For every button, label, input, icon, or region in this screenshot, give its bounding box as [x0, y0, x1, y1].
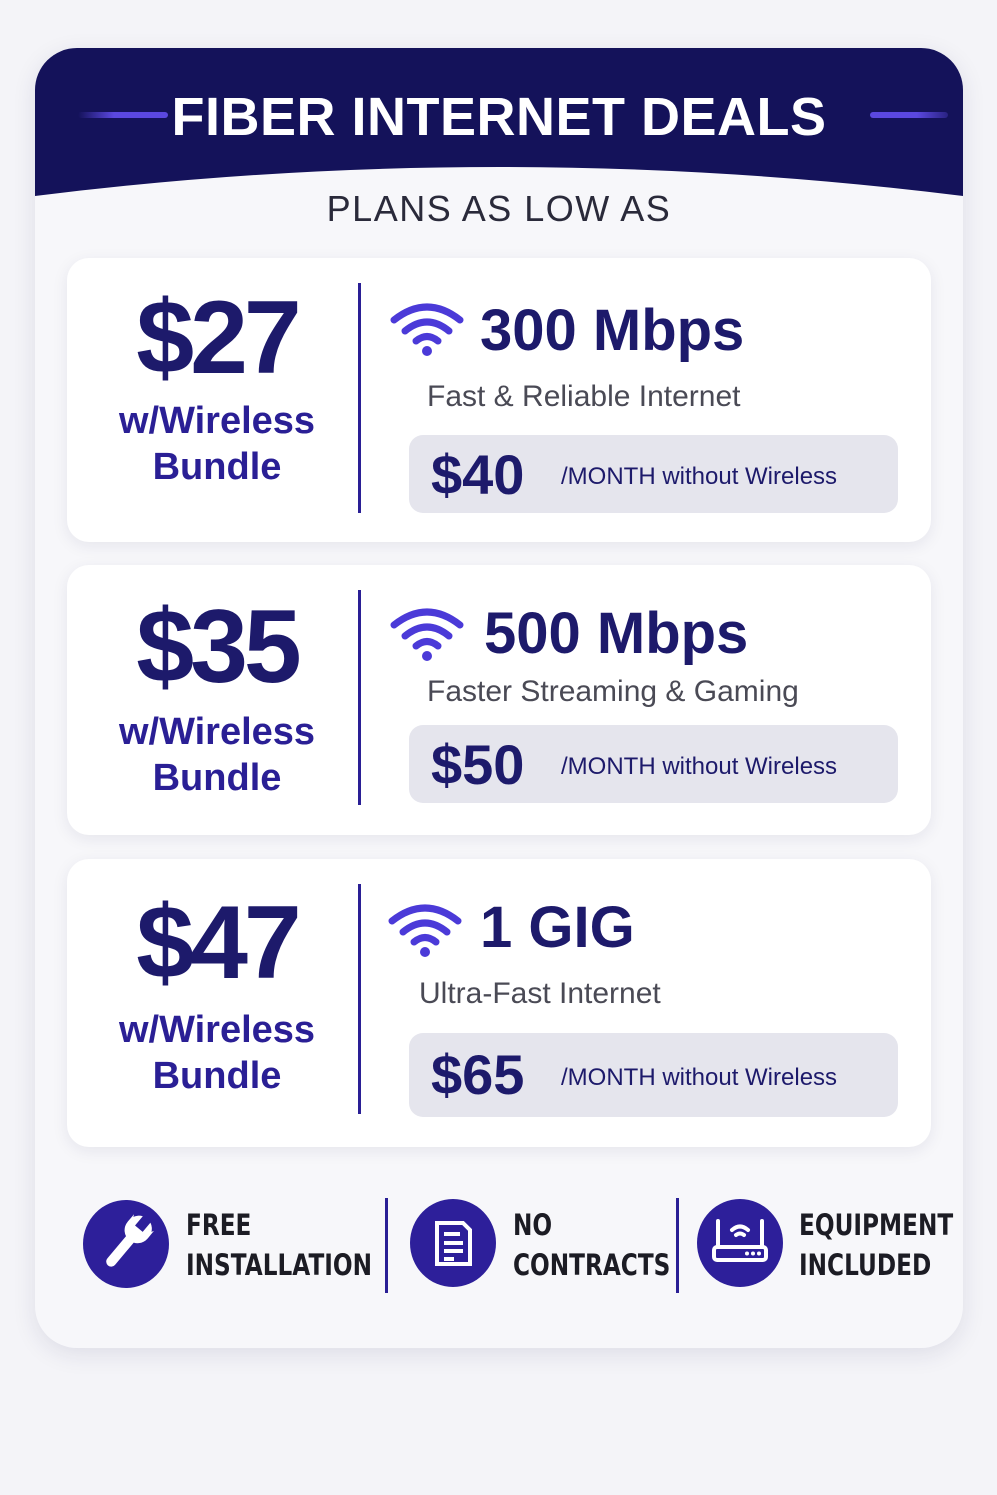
bundle-price: $35: [136, 589, 302, 705]
standalone-price: $40: [431, 443, 525, 506]
wifi-icon: [390, 303, 464, 356]
divider: [358, 283, 361, 513]
bundle-label: w/Wireless Bundle: [67, 1007, 367, 1099]
wifi-icon: [388, 904, 462, 957]
page-title: FIBER INTERNET DEALS: [171, 87, 827, 147]
feature-line1: FREE: [186, 1208, 252, 1242]
plan-description: Ultra-Fast Internet: [419, 977, 661, 1010]
header-banner: [35, 48, 963, 196]
plan-card-500[interactable]: $35 w/Wireless Bundle 500 Mbps Faster St…: [67, 565, 931, 835]
header-line-right: [870, 112, 948, 118]
document-icon: [410, 1199, 496, 1287]
wifi-icon: [390, 608, 464, 661]
wrench-icon: [83, 1200, 169, 1288]
feature-divider: [676, 1198, 679, 1293]
divider: [358, 884, 361, 1114]
bundle-label-line1: w/Wireless: [118, 400, 316, 442]
feature-line2: INCLUDED: [799, 1248, 932, 1282]
plan-speed: 500 Mbps: [484, 601, 749, 666]
standalone-label: /MONTH without Wireless: [561, 1064, 838, 1091]
plan-description: Faster Streaming & Gaming: [427, 675, 799, 708]
bundle-label: w/Wireless Bundle: [67, 398, 367, 490]
bundle-price: $27: [136, 280, 302, 396]
plan-description: Fast & Reliable Internet: [427, 380, 741, 413]
standalone-price-box: $65 /MONTH without Wireless: [409, 1033, 898, 1117]
feature-divider: [385, 1198, 388, 1293]
bundle-price: $47: [136, 885, 302, 1001]
header-line-left: [78, 112, 168, 118]
standalone-label: /MONTH without Wireless: [561, 753, 838, 780]
feature-free-installation: FREE INSTALLATION: [186, 1205, 372, 1285]
router-icon: [697, 1199, 783, 1287]
standalone-price-box: $50 /MONTH without Wireless: [409, 725, 898, 803]
feature-line2: INSTALLATION: [186, 1248, 373, 1282]
bundle-label-line2: Bundle: [152, 1055, 282, 1097]
deals-card: FIBER INTERNET DEALS PLANS AS LOW AS $27…: [35, 48, 963, 1348]
divider: [358, 590, 361, 805]
feature-line1: NO: [513, 1208, 553, 1242]
feature-line1: EQUIPMENT: [799, 1208, 954, 1242]
plan-card-300[interactable]: $27 w/Wireless Bundle 300 Mbps Fast & Re…: [67, 258, 931, 542]
feature-equipment-included: EQUIPMENT INCLUDED: [799, 1205, 953, 1285]
page-subtitle: PLANS AS LOW AS: [326, 188, 672, 229]
standalone-label: /MONTH without Wireless: [561, 463, 838, 490]
plan-speed: 300 Mbps: [480, 298, 745, 363]
feature-line2: CONTRACTS: [513, 1248, 671, 1282]
plan-speed: 1 GIG: [480, 895, 635, 960]
plan-card-1gig[interactable]: $47 w/Wireless Bundle 1 GIG Ultra-Fast I…: [67, 859, 931, 1147]
bundle-label-line2: Bundle: [152, 446, 282, 488]
bundle-label-line2: Bundle: [152, 757, 282, 799]
standalone-price-box: $40 /MONTH without Wireless: [409, 435, 898, 513]
bundle-label: w/Wireless Bundle: [67, 709, 367, 801]
standalone-price: $65: [431, 1043, 525, 1106]
bundle-label-line1: w/Wireless: [118, 1009, 316, 1051]
standalone-price: $50: [431, 733, 525, 796]
bundle-label-line1: w/Wireless: [118, 711, 316, 753]
feature-no-contracts: NO CONTRACTS: [513, 1205, 670, 1285]
